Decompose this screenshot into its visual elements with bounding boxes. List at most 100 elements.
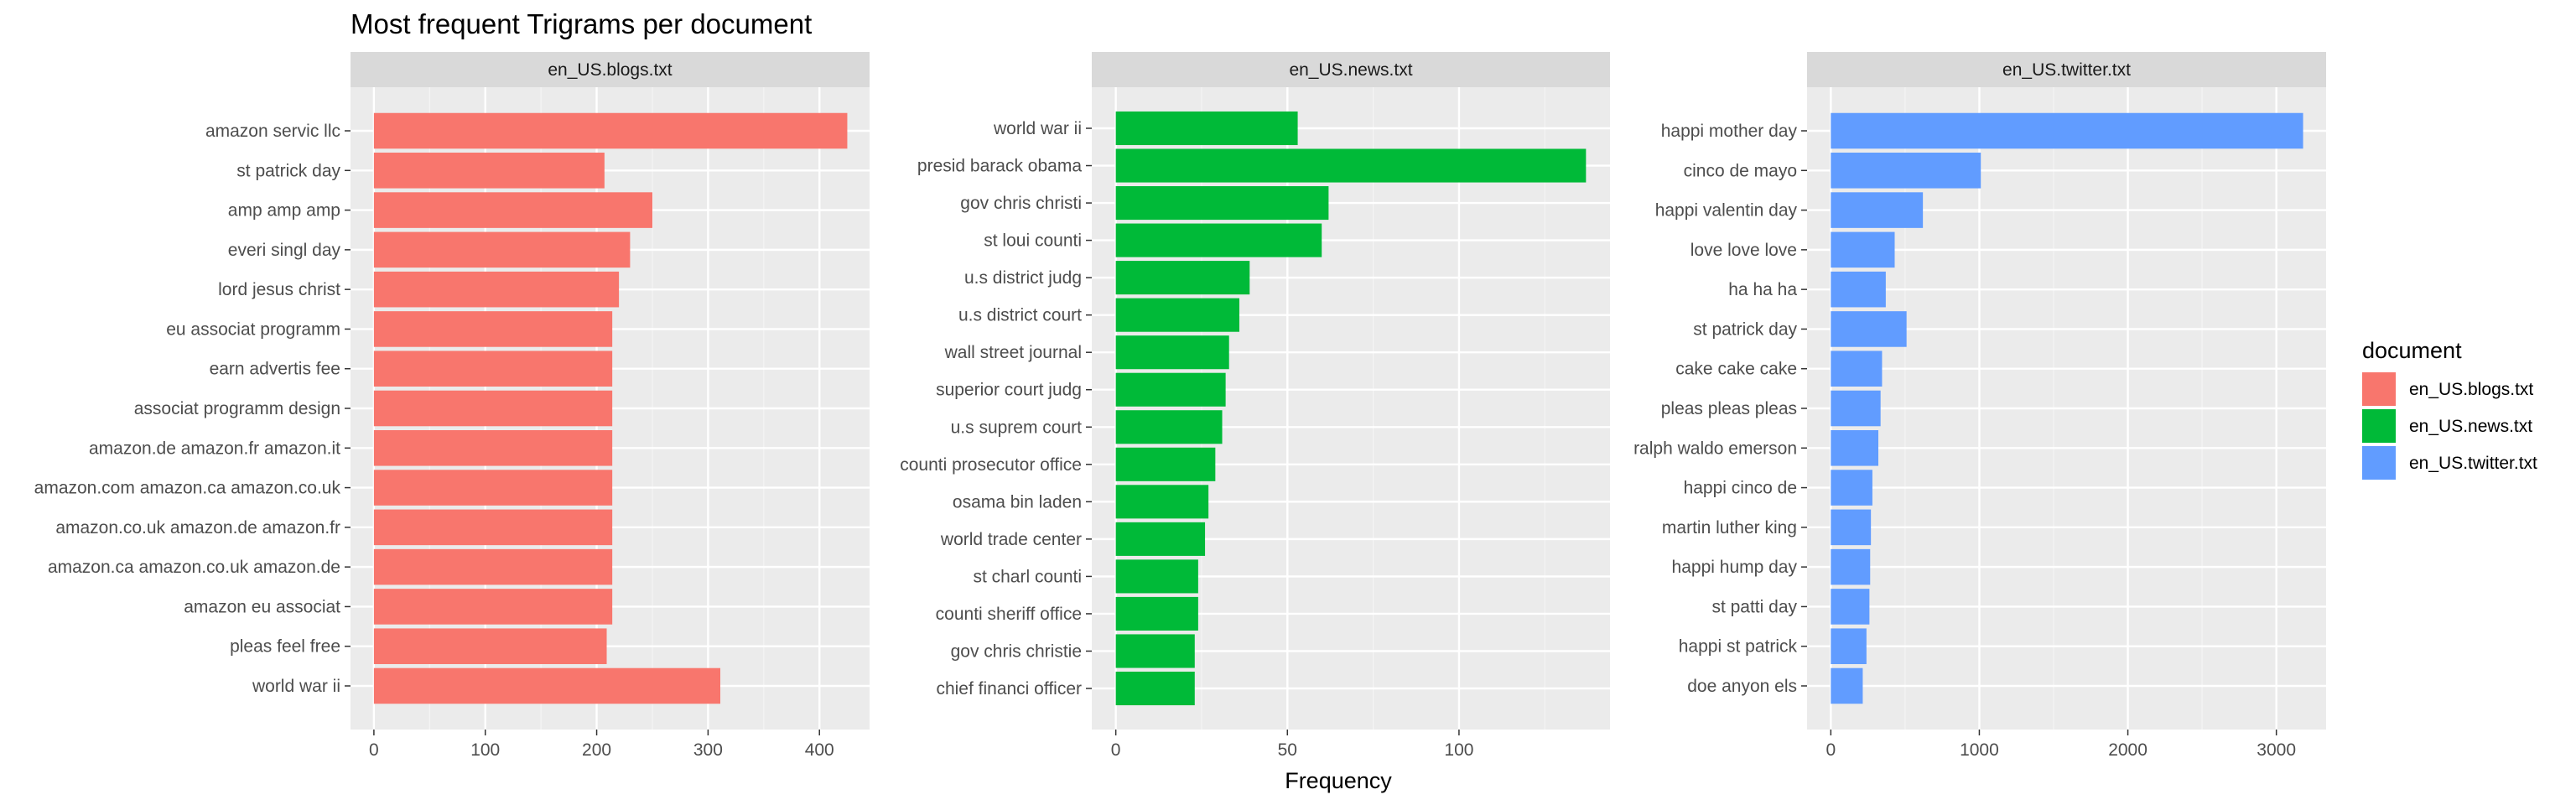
bar: [1831, 509, 1872, 546]
bar: [1831, 470, 1872, 506]
bar: [1115, 223, 1322, 257]
category-label: eu associat programm: [166, 319, 340, 339]
bar: [1115, 671, 1195, 706]
category-label: cake cake cake: [1675, 360, 1797, 379]
category-label: amazon.com amazon.ca amazon.co.uk: [34, 479, 341, 498]
category-label: counti prosecutor office: [900, 455, 1082, 475]
category-label: gov chris christi: [960, 194, 1082, 213]
category-label: u.s district court: [958, 306, 1082, 325]
panel-background: [1092, 87, 1610, 730]
category-label: lord jesus christ: [218, 280, 340, 299]
bar: [1115, 596, 1198, 631]
bar: [1115, 372, 1226, 407]
category-label: associat programm design: [134, 399, 340, 418]
category-label: cinco de mayo: [1684, 161, 1797, 180]
category-label: st charl counti: [973, 567, 1082, 586]
x-tick-label: 50: [1278, 740, 1297, 760]
category-label: earn advertis fee: [210, 360, 340, 379]
facet-strip: [1092, 52, 1610, 87]
category-label: happi hump day: [1672, 558, 1798, 577]
category-label: doe anyon els: [1687, 677, 1797, 696]
bar: [1831, 231, 1895, 268]
x-tick-label: 1000: [1960, 740, 1999, 760]
facet-strip-label: en_US.blogs.txt: [548, 60, 672, 80]
bar: [373, 390, 613, 427]
category-label: osama bin laden: [953, 492, 1082, 512]
category-label: world war ii: [252, 677, 340, 696]
x-tick-label: 200: [582, 740, 611, 760]
facet-strip: [351, 52, 870, 87]
bar: [1115, 111, 1298, 146]
x-tick-label: 100: [470, 740, 500, 760]
legend-label: en_US.twitter.txt: [2409, 454, 2537, 473]
bar: [373, 628, 607, 664]
category-label: u.s district judg: [964, 268, 1082, 288]
category-label: amazon.de amazon.fr amazon.it: [89, 439, 340, 458]
category-label: u.s suprem court: [951, 418, 1083, 437]
legend-entry: en_US.twitter.txt: [2362, 446, 2537, 480]
category-label: amazon.co.uk amazon.de amazon.fr: [55, 518, 340, 538]
category-label: ha ha ha: [1728, 280, 1797, 299]
category-label: happi st patrick: [1679, 637, 1798, 657]
bar: [1831, 667, 1863, 704]
bar: [1115, 298, 1239, 332]
bar: [1115, 485, 1209, 519]
category-label: martin luther king: [1662, 518, 1797, 538]
bar: [1831, 548, 1871, 585]
bar: [1831, 112, 2303, 149]
bar: [373, 470, 613, 506]
category-label: amazon eu associat: [184, 597, 340, 616]
category-label: everi singl day: [228, 241, 341, 260]
category-label: st patti day: [1711, 597, 1797, 616]
bar: [373, 509, 613, 546]
legend: document en_US.blogs.txt en_US.news.txten…: [2362, 338, 2537, 480]
category-label: amp amp amp: [228, 201, 340, 221]
category-label: amazon servic llc: [205, 122, 340, 141]
bar: [1831, 311, 1907, 347]
category-label: world war ii: [993, 119, 1082, 138]
legend-entry: en_US.news.txt: [2362, 409, 2532, 443]
legend-key: [2362, 409, 2396, 443]
legend-entry: en_US.blogs.txt: [2362, 372, 2533, 406]
bar: [373, 231, 631, 268]
category-label: st patrick day: [1693, 319, 1797, 339]
bar: [1115, 410, 1223, 444]
category-label: happi valentin day: [1655, 201, 1798, 221]
category-label: presid barack obama: [917, 157, 1082, 176]
category-label: st patrick day: [236, 161, 340, 180]
facet-strip-label: en_US.news.txt: [1289, 60, 1412, 80]
category-label: amazon.ca amazon.co.uk amazon.de: [48, 558, 340, 577]
legend-title: document: [2362, 338, 2462, 363]
bar: [373, 430, 613, 466]
x-tick-label: 100: [1444, 740, 1473, 760]
category-label: love love love: [1690, 241, 1797, 260]
x-tick-label: 300: [693, 740, 723, 760]
category-label: counti sheriff office: [936, 605, 1082, 624]
x-axis-title: Frequency: [1285, 768, 1392, 793]
bar: [373, 589, 613, 625]
facet-strip: [1807, 52, 2326, 87]
bar: [373, 548, 613, 585]
category-label: superior court judg: [936, 381, 1082, 400]
bar: [373, 271, 620, 308]
bar: [373, 351, 613, 387]
category-label: gov chris christie: [951, 641, 1082, 661]
bar: [1115, 634, 1195, 668]
bar: [1115, 148, 1587, 183]
x-tick-label: 0: [1826, 740, 1836, 760]
chart-title: Most frequent Trigrams per document: [351, 8, 812, 39]
bar: [373, 112, 848, 149]
bar: [1831, 153, 1981, 189]
category-label: st loui counti: [984, 231, 1082, 251]
legend-label: en_US.news.txt: [2409, 417, 2532, 436]
bar: [1831, 351, 1883, 387]
bar: [1831, 192, 1924, 228]
bar: [1831, 628, 1867, 664]
bar: [1115, 261, 1250, 295]
legend-key: [2362, 446, 2396, 480]
bar: [1831, 390, 1881, 427]
category-label: chief financi officer: [936, 679, 1082, 699]
